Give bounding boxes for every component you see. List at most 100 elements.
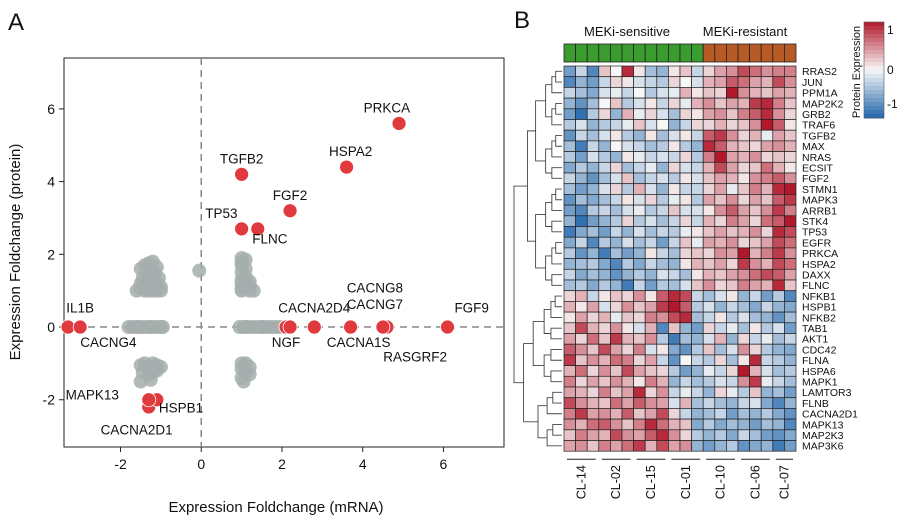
heatmap-cell (563, 151, 576, 163)
heatmap-cell (586, 108, 600, 120)
heatmap-cell (586, 119, 600, 131)
heatmap-cell (668, 204, 681, 217)
group-color-cell (714, 43, 727, 63)
colorbar-segment (864, 102, 884, 107)
heatmap-cell (749, 354, 762, 366)
heatmap-cell (644, 301, 658, 313)
heatmap-cell (668, 375, 681, 388)
heatmap-cell (563, 375, 576, 388)
heatmap-cell (656, 204, 669, 217)
row-label: JUN (802, 77, 822, 89)
heatmap-cell (621, 183, 634, 195)
group-color-cell (784, 43, 797, 63)
column-group-label: CL-02 (609, 465, 623, 499)
heatmap-cell (714, 119, 727, 131)
highlighted-point (72, 319, 88, 335)
heatmap-cell (575, 311, 588, 324)
heatmap-cell (737, 76, 750, 88)
heatmap-cell (772, 440, 785, 452)
group-color-cell (760, 43, 774, 63)
heatmap-cell (644, 279, 658, 292)
y-tick-label: 4 (47, 174, 55, 190)
heatmap-cell (737, 151, 750, 163)
heatmap-cell (714, 440, 727, 452)
heatmap-cell (749, 65, 762, 78)
row-label: RRAS2 (802, 66, 837, 78)
heatmap-cell (621, 418, 634, 431)
heatmap-cell (668, 429, 681, 441)
heatmap-cell (749, 183, 762, 195)
heatmap-cell (691, 236, 704, 249)
heatmap-cell (784, 183, 797, 195)
heatmap-cell (598, 258, 611, 270)
row-label: MAX (802, 141, 825, 153)
heatmap-cell (691, 226, 704, 238)
heatmap-cell (598, 301, 611, 313)
heatmap-cell (668, 386, 681, 399)
highlighted-point (234, 221, 250, 237)
heatmap-cell (563, 322, 576, 334)
heatmap-cell (610, 119, 623, 131)
heatmap-cell (749, 429, 762, 441)
heatmap-cell (760, 87, 774, 99)
heatmap-cell (586, 194, 600, 206)
heatmap-cell (598, 97, 611, 110)
heatmap-cell (737, 279, 750, 292)
heatmap-cell (586, 290, 600, 302)
heatmap-cell (598, 311, 611, 324)
heatmap-cell (679, 268, 692, 281)
row-label: GRB2 (802, 109, 831, 121)
heatmap-cell (621, 236, 634, 249)
heatmap-cell (772, 311, 785, 324)
heatmap-cell (621, 322, 634, 334)
heatmap-cell (575, 226, 588, 238)
heatmap-cell (586, 429, 600, 441)
heatmap-cell (644, 386, 658, 399)
heatmap-cell (633, 226, 646, 238)
heatmap-cell (714, 258, 727, 270)
dendrogram-branch (550, 349, 562, 361)
heatmap-cell (702, 172, 716, 185)
heatmap-cell (749, 161, 762, 174)
row-label: ECSIT (802, 163, 834, 175)
heatmap-cell (668, 440, 681, 452)
heatmap-cell (644, 258, 658, 270)
heatmap-cell (644, 204, 658, 217)
point-label: FLNC (252, 231, 288, 246)
heatmap-cell (760, 408, 774, 420)
heatmap-cell (656, 87, 669, 99)
row-labels: RRAS2JUNPPM1AMAP2K2GRB2TRAF6TGFB2MAXNRAS… (802, 66, 858, 453)
heatmap-cell (610, 333, 623, 345)
heatmap-cell (598, 215, 611, 227)
colorbar-segment (864, 114, 884, 119)
heatmap-cell (702, 301, 716, 313)
heatmap-cell (586, 408, 600, 420)
heatmap-cell (760, 365, 774, 377)
heatmap-cell (737, 119, 750, 131)
heatmap-cell (644, 226, 658, 238)
heatmap-cell (714, 386, 727, 399)
heatmap-cell (760, 279, 774, 292)
column-group-labels: CL-14 CL-02 CL-15 CL-01 CL-10 CL-06 CL-07 (567, 458, 793, 499)
background-point (238, 252, 253, 267)
heatmap-cell (621, 311, 634, 324)
heatmap-cell (563, 258, 576, 270)
heatmap-cell (656, 365, 669, 377)
heatmap-cell (784, 65, 797, 78)
heatmap-cell (679, 226, 692, 238)
heatmap-cell (610, 108, 623, 120)
background-point (236, 374, 251, 389)
group-color-cell (679, 43, 693, 63)
heatmap-cell (726, 108, 739, 120)
row-label: FLNA (802, 355, 829, 367)
heatmap-cell (679, 65, 692, 78)
heatmap-cell (563, 418, 576, 431)
heatmap-cell (679, 140, 692, 152)
dendrogram-branch (551, 274, 562, 286)
heatmap-cell (668, 354, 681, 366)
heatmap-cell (668, 333, 681, 345)
heatmap-cell (586, 129, 600, 142)
heatmap-cell (749, 108, 762, 120)
colorbar-segment (864, 62, 884, 67)
heatmap-cell (610, 290, 623, 302)
